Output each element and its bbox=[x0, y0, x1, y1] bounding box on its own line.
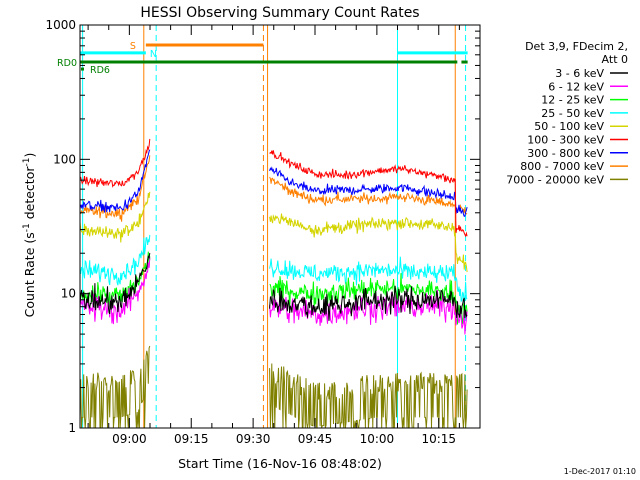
series-7000-20000-keV bbox=[79, 345, 468, 429]
legend-label: 50 - 100 keV bbox=[534, 120, 604, 133]
x-tick-label: 09:30 bbox=[236, 432, 271, 446]
flag-label-N: N bbox=[150, 49, 157, 60]
legend-label: 3 - 6 keV bbox=[555, 67, 604, 80]
y-tick-label: 1000 bbox=[45, 18, 76, 32]
series-800-7000-keV bbox=[79, 155, 468, 222]
y-axis-label-exp1: -1 bbox=[22, 223, 32, 232]
flag-bar-RD0: RD0 bbox=[57, 58, 468, 69]
y-tick-label: 1 bbox=[68, 421, 76, 435]
y-axis: 1 10 100 1000 bbox=[45, 18, 480, 435]
legend-label: 25 - 50 keV bbox=[541, 107, 604, 120]
plot-frame bbox=[79, 24, 481, 429]
legend-label: 7000 - 20000 keV bbox=[506, 173, 604, 186]
legend-label: 300 - 800 keV bbox=[527, 147, 604, 160]
flag-label-RD6: RD6 bbox=[90, 65, 110, 76]
series-300-800-keV bbox=[79, 149, 468, 217]
x-axis: 09:00 09:15 09:30 09:45 10:00 10:15 bbox=[87, 25, 481, 446]
series-12-25-keV bbox=[79, 251, 468, 325]
legend-header-line-2: Att 0 bbox=[602, 53, 628, 66]
legend-label: 100 - 300 keV bbox=[527, 134, 604, 147]
y-axis-label-exp2: -1 bbox=[22, 158, 32, 167]
x-tick-label: 10:15 bbox=[421, 432, 456, 446]
series-25-50-keV bbox=[79, 234, 468, 305]
y-axis-label-middle: detector bbox=[22, 166, 37, 224]
legend-entry: 100 - 300 keV bbox=[527, 134, 628, 147]
flag-bar-N: N bbox=[80, 49, 468, 60]
x-tick-label: 09:45 bbox=[298, 432, 333, 446]
legend-entry: 800 - 7000 keV bbox=[520, 160, 628, 173]
x-tick-label: 09:00 bbox=[112, 432, 147, 446]
x-tick-label: 09:15 bbox=[174, 432, 209, 446]
y-tick-label: 10 bbox=[61, 287, 76, 301]
footer-date: 1-Dec-2017 01:10 bbox=[564, 467, 636, 476]
legend-label: 12 - 25 keV bbox=[541, 94, 604, 107]
flag-marker-RD6 bbox=[81, 67, 84, 71]
flag-label-S: S bbox=[130, 41, 136, 52]
legend-entry: 300 - 800 keV bbox=[527, 147, 628, 160]
x-tick-label: 10:00 bbox=[360, 432, 395, 446]
y-axis-label: Count Rate (s-1 detector-1) bbox=[22, 153, 37, 318]
y-axis-label-prefix: Count Rate (s bbox=[22, 232, 37, 317]
legend-entry: 25 - 50 keV bbox=[541, 107, 628, 120]
flag-bar-S: S bbox=[130, 41, 264, 52]
flag-bar-RD6: RD6 bbox=[81, 65, 110, 76]
x-axis-label: Start Time (16-Nov-16 08:48:02) bbox=[178, 456, 382, 471]
legend-entry: 6 - 12 keV bbox=[548, 80, 628, 93]
flag-label-RD0: RD0 bbox=[57, 58, 77, 69]
legend-label: 800 - 7000 keV bbox=[520, 160, 604, 173]
flag-bars: S N RD0 RD6 bbox=[57, 41, 468, 76]
y-axis-label-suffix: ) bbox=[22, 153, 37, 158]
series-100-300-keV bbox=[79, 138, 468, 238]
legend-entry: 50 - 100 keV bbox=[534, 120, 628, 133]
legend-label: 6 - 12 keV bbox=[548, 80, 604, 93]
legend-header-line-1: Det 3,9, FDecim 2, bbox=[525, 40, 628, 53]
legend-entry: 12 - 25 keV bbox=[541, 94, 628, 107]
series-3-6-keV bbox=[79, 252, 468, 321]
legend-entry: 3 - 6 keV bbox=[555, 67, 628, 80]
chart-title: HESSI Observing Summary Count Rates bbox=[140, 5, 419, 21]
series-50-100-keV bbox=[79, 191, 468, 273]
y-tick-label: 100 bbox=[53, 152, 76, 166]
legend-entry: 7000 - 20000 keV bbox=[506, 173, 628, 186]
plot-area bbox=[79, 25, 468, 429]
